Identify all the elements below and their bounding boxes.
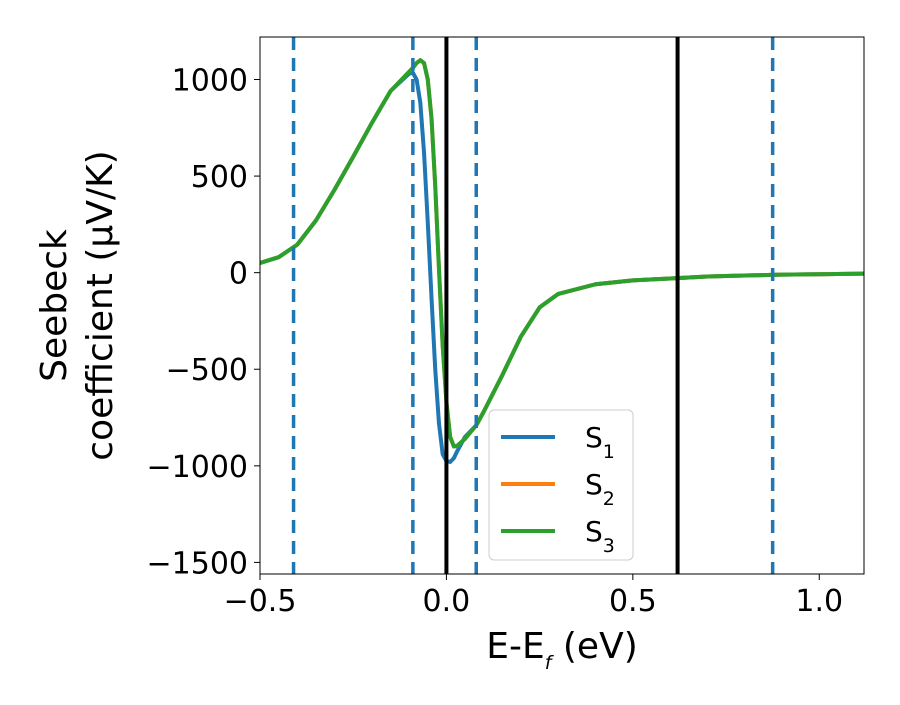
y-tick-label: 0 xyxy=(229,257,248,292)
plot-frame xyxy=(259,36,865,575)
y-tick-label: −1000 xyxy=(147,450,248,485)
x-axis-label-unit: (eV) xyxy=(551,626,637,667)
x-tick-label: 0.5 xyxy=(609,584,657,619)
y-axis-label: Seebeck coefficient (μV/K) xyxy=(34,150,121,460)
x-axis-label-sub: f xyxy=(545,652,555,674)
y-tick-label: −1500 xyxy=(147,546,248,581)
y-axis-label-line2: coefficient (μV/K) xyxy=(80,150,121,460)
x-tick-label: 0.0 xyxy=(423,584,471,619)
legend-label-s2: S2 xyxy=(585,468,615,510)
legend-label-s3: S3 xyxy=(585,515,615,557)
legend-label-s1: S1 xyxy=(585,421,615,463)
legend-box xyxy=(488,409,634,561)
x-ticks: −0.5 0.0 0.5 1.0 xyxy=(224,574,843,619)
legend: S1 S2 S3 xyxy=(488,409,634,561)
y-ticks: −1500 −1000 −500 0 500 1000 xyxy=(147,63,260,581)
y-tick-label: 500 xyxy=(191,160,248,195)
x-axis-label: E-Ef (eV) xyxy=(486,626,638,674)
y-axis-label-line1: Seebeck xyxy=(34,229,75,382)
y-tick-label: 1000 xyxy=(172,63,248,98)
x-axis-label-main: E-E xyxy=(486,626,544,667)
x-tick-label: −0.5 xyxy=(224,584,297,619)
x-tick-label: 1.0 xyxy=(795,584,843,619)
y-tick-label: −500 xyxy=(166,353,248,388)
vertical-lines-layer xyxy=(291,37,775,574)
